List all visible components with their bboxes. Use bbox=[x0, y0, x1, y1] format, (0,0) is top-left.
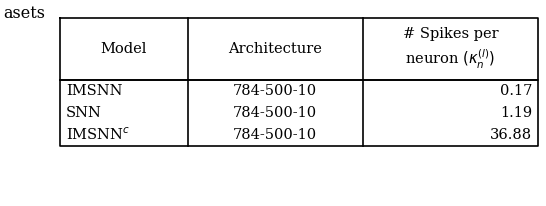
Text: 784-500-10: 784-500-10 bbox=[233, 128, 317, 142]
Text: 1.19: 1.19 bbox=[500, 106, 532, 120]
Text: asets: asets bbox=[3, 5, 45, 22]
Text: 784-500-10: 784-500-10 bbox=[233, 106, 317, 120]
Text: IMSNN$^c$: IMSNN$^c$ bbox=[66, 127, 130, 143]
Text: 0.17: 0.17 bbox=[500, 84, 532, 98]
Text: Architecture: Architecture bbox=[228, 42, 322, 56]
Text: # Spikes per
neuron $(\kappa_n^{(l)})$: # Spikes per neuron $(\kappa_n^{(l)})$ bbox=[402, 27, 498, 71]
Text: IMSNN: IMSNN bbox=[66, 84, 122, 98]
Text: 784-500-10: 784-500-10 bbox=[233, 84, 317, 98]
Text: SNN: SNN bbox=[66, 106, 102, 120]
Text: 36.88: 36.88 bbox=[490, 128, 532, 142]
Text: Model: Model bbox=[100, 42, 147, 56]
